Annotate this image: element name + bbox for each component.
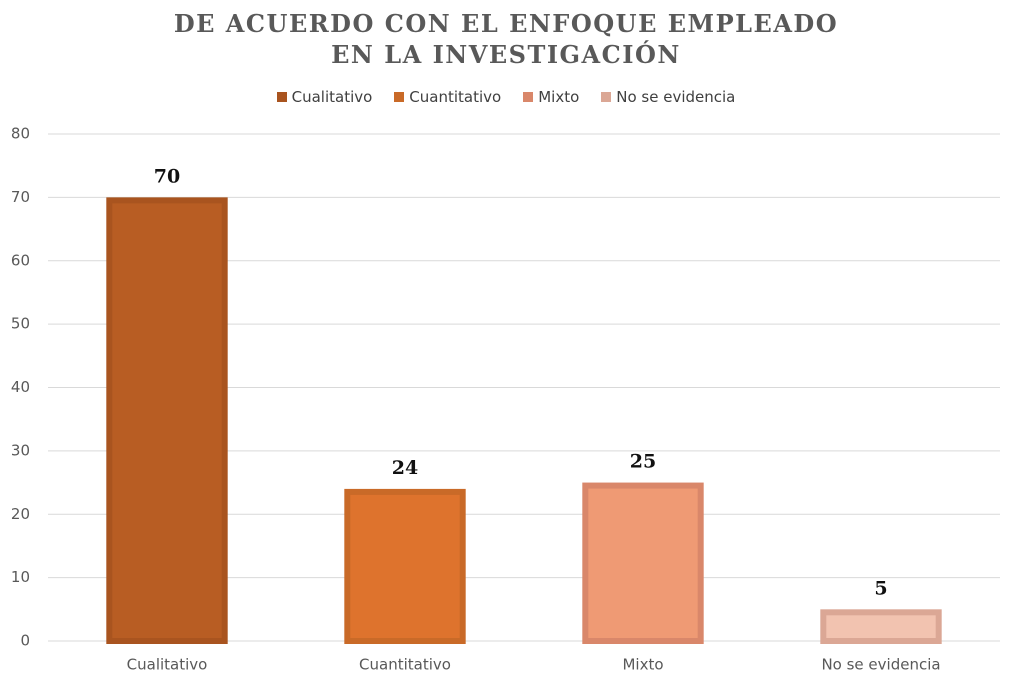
y-tick-label: 80 <box>11 125 30 143</box>
x-tick-label: No se evidencia <box>821 656 940 674</box>
legend-swatch <box>523 92 534 102</box>
legend-item: Cuantitativo <box>394 88 501 106</box>
legend: Cualitativo Cuantitativo Mixto No se eviden… <box>0 88 1012 106</box>
y-tick-label: 0 <box>20 632 30 650</box>
legend-item: Mixto <box>523 88 579 106</box>
legend-label: No se evidencia <box>616 88 736 106</box>
legend-item: No se evidencia <box>601 88 735 106</box>
value-label: 5 <box>874 577 887 599</box>
value-label: 24 <box>392 457 418 479</box>
y-tick-label: 70 <box>11 188 30 206</box>
value-label: 25 <box>630 451 656 473</box>
bar <box>106 197 228 644</box>
y-tick-label: 20 <box>11 505 30 523</box>
legend-swatch <box>394 92 405 102</box>
bar <box>820 609 942 644</box>
x-tick-label: Cuantitativo <box>359 656 451 674</box>
value-label: 70 <box>154 165 180 187</box>
bar <box>344 488 466 644</box>
bar <box>582 482 704 644</box>
legend-swatch <box>276 92 287 102</box>
x-tick-label: Mixto <box>622 656 663 674</box>
y-tick-label: 40 <box>11 378 30 396</box>
y-tick-label: 50 <box>11 315 30 333</box>
x-tick-label: Cualitativo <box>127 656 208 674</box>
legend-label: Cualitativo <box>291 88 373 106</box>
y-tick-label: 30 <box>11 441 30 459</box>
legend-item: Cualitativo <box>276 88 373 106</box>
legend-label: Cuantitativo <box>409 88 502 106</box>
y-tick-label: 10 <box>11 568 30 586</box>
legend-swatch <box>601 92 612 102</box>
chart-title: DE ACUERDO CON EL ENFOQUE EMPLEADO EN LA… <box>173 9 839 69</box>
legend-label: Mixto <box>538 88 580 106</box>
y-tick-label: 60 <box>11 251 30 269</box>
